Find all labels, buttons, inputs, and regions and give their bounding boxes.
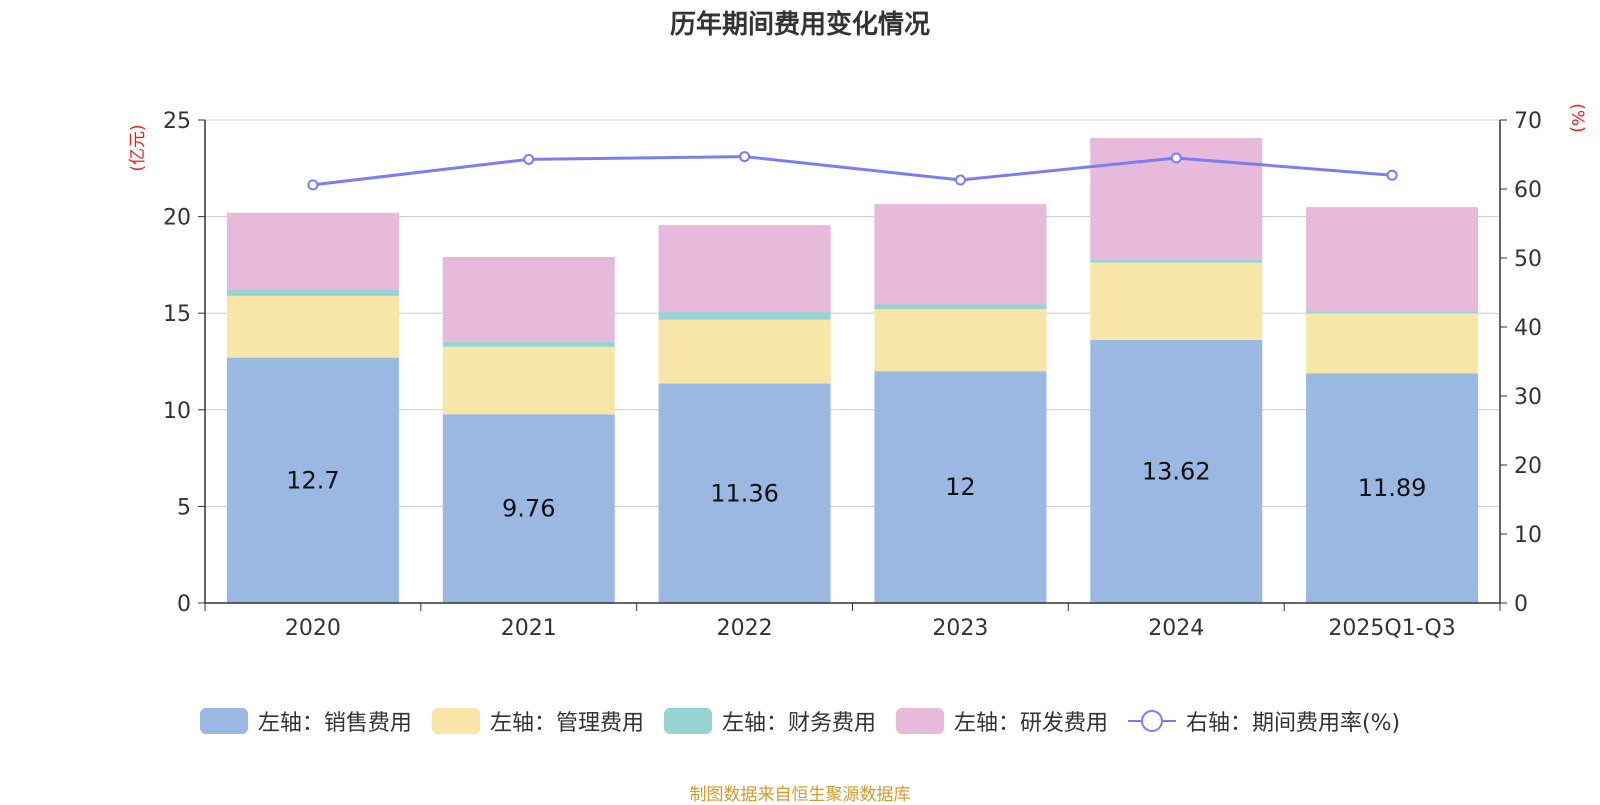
x-tick-label: 2023 — [932, 616, 988, 641]
right-tick-label: 50 — [1514, 247, 1542, 272]
bar-rnd — [226, 212, 399, 291]
bar-rnd — [442, 256, 615, 342]
bar-admin — [874, 309, 1047, 372]
left-axis-unit: (亿元) — [128, 124, 148, 171]
bar-sales — [874, 371, 1047, 603]
rate-point — [739, 151, 751, 163]
left-tick-label: 20 — [163, 206, 191, 231]
data-label-sales: 12 — [945, 473, 976, 501]
chart-title: 历年期间费用变化情况 — [669, 10, 930, 40]
legend-swatch-admin — [431, 708, 480, 734]
legend-item-sales[interactable]: 左轴：销售费用 — [199, 705, 412, 737]
bar-admin — [226, 295, 399, 358]
legend-item-finance[interactable]: 左轴：财务费用 — [663, 705, 876, 737]
legend-label-sales: 左轴：销售费用 — [257, 711, 412, 736]
left-tick-label: 25 — [163, 109, 191, 134]
bar-admin — [1306, 313, 1479, 374]
bar-sales — [1306, 373, 1479, 603]
data-label-sales: 11.89 — [1358, 474, 1427, 502]
bar-admin — [442, 346, 615, 415]
rate-line — [312, 155, 1393, 187]
data-label-sales: 13.62 — [1142, 457, 1211, 485]
legend-label-rate: 右轴：期间费用率(%) — [1185, 711, 1401, 736]
bar-finance — [1090, 259, 1263, 263]
left-tick-label: 10 — [163, 399, 191, 424]
bar-admin — [658, 319, 831, 384]
left-tick-label: 0 — [177, 592, 191, 617]
bar-finance — [226, 290, 399, 296]
bar-finance — [874, 304, 1047, 310]
rate-point — [1170, 152, 1182, 164]
bar-finance — [442, 341, 615, 347]
right-axis-unit: (%) — [1567, 103, 1587, 132]
legend-item-rate[interactable]: 右轴：期间费用率(%) — [1127, 705, 1401, 737]
left-tick-label: 5 — [177, 495, 191, 520]
chart-canvas: 0 5 10 15 20 25 0 10 20 30 40 50 60 70 2020 2021 2022 202… — [128, 103, 1587, 641]
rate-point — [954, 174, 966, 186]
bar-rnd — [1306, 207, 1479, 312]
data-labels: 12.7 9.76 11.36 12 13.62 11.89 — [286, 457, 1426, 522]
axes: 0 5 10 15 20 25 0 10 20 30 40 50 60 70 2020 2021 2022 202… — [128, 103, 1587, 641]
legend-swatch-sales — [199, 708, 248, 734]
bar-rnd — [874, 204, 1047, 305]
right-tick-label: 60 — [1514, 178, 1542, 203]
bar-series — [226, 137, 1479, 603]
legend-label-finance: 左轴：财务费用 — [721, 711, 876, 736]
legend-label-rnd: 左轴：研发费用 — [953, 711, 1108, 736]
bar-rnd — [658, 225, 831, 313]
right-tick-label: 0 — [1514, 592, 1528, 617]
bar-finance — [1306, 311, 1479, 314]
data-label-sales: 11.36 — [710, 479, 779, 507]
x-tick-label: 2021 — [501, 616, 557, 641]
x-tick-label: 2020 — [285, 616, 341, 641]
bar-sales — [1090, 339, 1263, 603]
legend-item-admin[interactable]: 左轴：管理费用 — [431, 705, 644, 737]
bar-finance — [658, 312, 831, 320]
legend-item-rnd[interactable]: 左轴：研发费用 — [895, 705, 1108, 737]
right-tick-label: 40 — [1514, 316, 1542, 341]
legend-swatch-finance — [663, 708, 712, 734]
legend-label-admin: 左轴：管理费用 — [489, 711, 644, 736]
source-note: 制图数据来自恒生聚源数据库 — [689, 785, 911, 805]
bar-admin — [1090, 262, 1263, 340]
right-tick-label: 10 — [1514, 523, 1542, 548]
bar-sales — [658, 383, 831, 603]
legend-line-circle-icon — [1127, 710, 1176, 732]
rate-point — [1386, 169, 1398, 181]
grid-lines — [205, 119, 1500, 507]
rate-line-series — [307, 151, 1398, 191]
rate-point — [523, 153, 535, 165]
data-label-sales: 12.7 — [286, 466, 339, 494]
right-tick-label: 30 — [1514, 385, 1542, 410]
bar-sales — [442, 414, 615, 603]
x-tick-label: 2022 — [717, 616, 773, 641]
bar-sales — [226, 357, 399, 603]
x-tick-label: 2025Q1-Q3 — [1328, 616, 1455, 641]
rate-point — [307, 179, 319, 191]
left-tick-label: 15 — [163, 302, 191, 327]
right-tick-label: 20 — [1514, 454, 1542, 479]
legend-swatch-rnd — [895, 708, 944, 734]
data-label-sales: 9.76 — [502, 495, 555, 523]
right-tick-label: 70 — [1514, 109, 1542, 134]
x-tick-label: 2024 — [1148, 616, 1204, 641]
legend: 左轴：销售费用 左轴：管理费用 左轴：财务费用 左轴：研发费用 右轴：期间费用率… — [0, 705, 1600, 737]
